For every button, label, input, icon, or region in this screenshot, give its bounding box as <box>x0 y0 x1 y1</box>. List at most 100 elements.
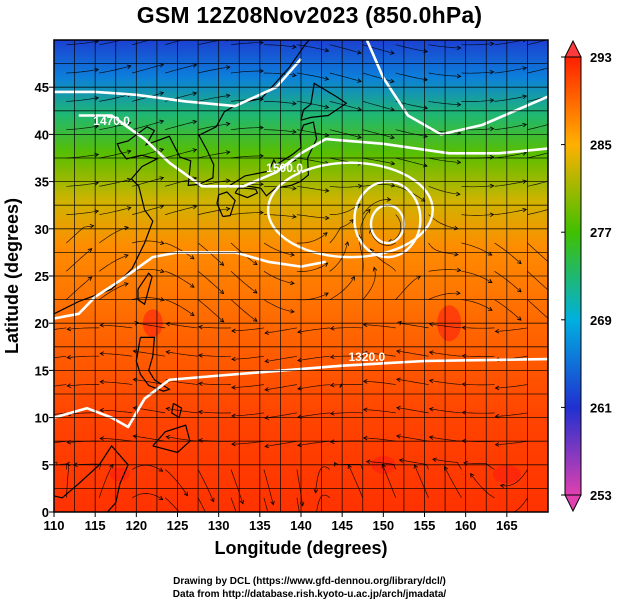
streamline-arrow <box>225 65 231 70</box>
streamline <box>99 254 129 272</box>
streamline <box>363 324 396 329</box>
coastline <box>152 424 191 454</box>
streamline-arrow <box>333 461 339 467</box>
streamline <box>495 384 528 389</box>
streamline <box>494 152 527 159</box>
streamline-arrow <box>461 353 467 359</box>
streamline <box>99 93 131 102</box>
streamline-arrow <box>189 255 195 260</box>
streamline-arrow <box>132 349 138 354</box>
streamline-arrow <box>461 325 467 330</box>
streamline-arrow <box>390 161 396 166</box>
streamline <box>54 461 68 470</box>
streamline <box>198 383 231 386</box>
streamline <box>132 297 165 301</box>
streamline <box>165 64 197 74</box>
streamline <box>54 412 67 415</box>
streamline <box>99 178 131 187</box>
streamline <box>296 101 329 108</box>
streamline <box>461 71 494 74</box>
streamline <box>54 440 67 444</box>
streamline <box>198 411 231 414</box>
streamline <box>133 379 166 385</box>
streamline-arrow <box>252 289 258 294</box>
streamline <box>132 120 164 131</box>
streamline-arrow <box>94 209 100 214</box>
streamline-arrow <box>225 121 231 127</box>
streamline-arrow <box>365 459 371 464</box>
streamline-arrow <box>193 35 197 39</box>
streamline-arrow <box>344 241 350 246</box>
streamline-arrow <box>198 324 203 330</box>
streamline <box>166 323 199 329</box>
streamline <box>54 327 67 330</box>
x-tick-label: 145 <box>331 518 353 533</box>
streamline <box>296 44 329 52</box>
streamline <box>363 352 396 357</box>
streamline <box>197 299 224 323</box>
streamline <box>513 497 528 512</box>
streamline-arrow <box>329 354 335 359</box>
streamline <box>428 185 460 195</box>
streamline-arrow <box>357 134 362 140</box>
streamline <box>165 205 197 215</box>
x-tick-label: 115 <box>85 518 106 533</box>
streamline-arrow <box>454 251 459 257</box>
streamline-arrow <box>549 290 553 294</box>
streamline-arrow <box>396 349 401 354</box>
streamline-arrow <box>428 435 434 440</box>
streamline-arrow <box>292 129 297 134</box>
streamline-arrow <box>192 119 198 125</box>
streamline <box>429 436 462 442</box>
streamline-arrow <box>461 410 467 415</box>
streamline <box>198 66 230 74</box>
streamline <box>362 129 395 139</box>
streamline <box>197 469 215 502</box>
streamline-arrow <box>158 467 164 472</box>
streamline-arrow <box>290 252 295 257</box>
streamline-arrow <box>381 463 386 469</box>
colorbar-bottom-arrow <box>564 494 582 513</box>
streamline-arrow <box>259 153 264 159</box>
streamline-arrow <box>210 497 215 503</box>
streamline-arrow <box>292 72 297 78</box>
streamline <box>263 242 295 256</box>
streamline <box>99 207 131 215</box>
streamline <box>296 497 300 512</box>
streamline-arrow <box>239 499 245 505</box>
streamline-arrow <box>522 179 528 184</box>
streamline <box>296 232 328 244</box>
streamline <box>297 384 330 390</box>
streamline-arrow <box>132 377 138 383</box>
streamline <box>166 379 199 385</box>
streamline-arrow <box>372 266 378 272</box>
streamline <box>297 327 330 333</box>
streamline-arrow <box>290 280 295 286</box>
streamline <box>296 469 303 506</box>
streamline-arrow <box>231 413 236 419</box>
streamline <box>396 378 429 385</box>
streamline-arrow <box>555 149 559 153</box>
streamline-arrow <box>329 439 335 444</box>
streamline-arrow <box>489 41 495 47</box>
streamline-arrow <box>314 518 318 522</box>
colorbar-tick-label: 253 <box>590 488 612 503</box>
streamline-arrow <box>158 495 164 500</box>
y-tick-label: 0 <box>42 505 49 520</box>
streamline <box>395 275 421 300</box>
streamline-arrow <box>159 176 165 181</box>
streamline <box>132 205 164 215</box>
streamline-arrow <box>225 93 231 99</box>
coastline <box>216 191 236 218</box>
streamline <box>165 299 195 316</box>
streamline-arrow <box>390 134 395 140</box>
streamline-arrow <box>489 155 495 160</box>
streamline-arrow <box>94 124 100 129</box>
streamline <box>398 321 429 329</box>
streamline-arrow <box>159 147 165 153</box>
streamline <box>132 63 164 74</box>
streamline <box>263 497 269 512</box>
colorbar-top-arrow <box>564 39 582 58</box>
streamline-arrow <box>397 320 402 326</box>
